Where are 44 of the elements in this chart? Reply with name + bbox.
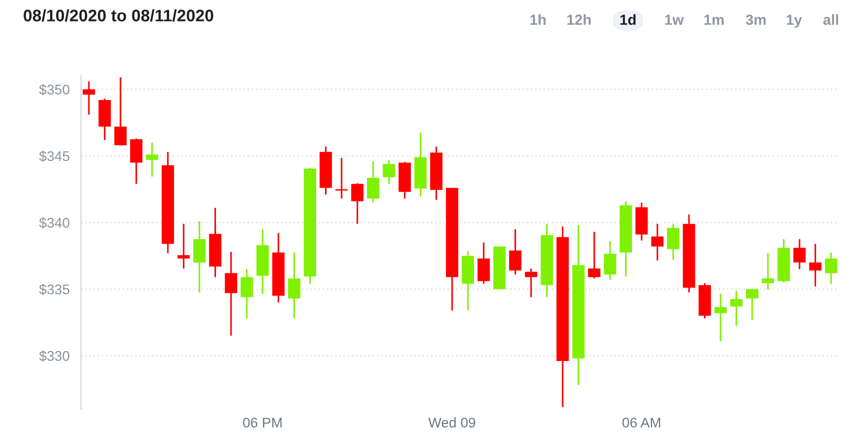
y-tick-label: $345 — [39, 150, 70, 162]
candlestick — [382, 159, 396, 185]
x-tick-label: 06 AM — [622, 418, 660, 428]
candlestick — [588, 231, 600, 280]
candlestick — [762, 252, 774, 291]
y-tick-label: $340 — [39, 217, 70, 229]
candlestick — [335, 157, 348, 200]
text: 3m — [746, 14, 766, 25]
candlestick — [366, 160, 380, 204]
text: 1y — [786, 14, 802, 28]
text: 1h — [530, 14, 546, 25]
text: 12h — [567, 14, 591, 25]
candlestick — [288, 252, 300, 320]
candlestick — [509, 228, 522, 276]
text: 1w — [665, 14, 684, 25]
candlestick — [478, 242, 490, 285]
candlestick — [82, 80, 96, 116]
x-tick-label: Wed 09 — [428, 417, 476, 428]
candlestick — [193, 220, 206, 294]
candlestick — [651, 223, 664, 262]
candlestick — [224, 251, 238, 337]
candlestick — [351, 182, 364, 225]
candlestick — [793, 238, 806, 270]
candlestick — [746, 288, 758, 321]
candlestick — [604, 240, 616, 281]
text: 1m — [704, 14, 724, 25]
candlestick — [177, 223, 190, 270]
candlestick — [130, 138, 142, 185]
candlestick — [114, 76, 127, 146]
chart-title: 08/10/2020 to 08/11/2020 — [24, 9, 214, 22]
text: all — [823, 14, 838, 25]
candlestick — [824, 252, 838, 285]
candlestick — [730, 290, 743, 327]
x-tick-label: 06 PM — [243, 418, 282, 428]
candlestick — [714, 293, 727, 342]
candlestick — [240, 268, 253, 320]
candlestick — [146, 142, 158, 178]
candlestick — [809, 243, 822, 288]
candlestick — [667, 223, 680, 261]
candlestick — [524, 268, 538, 298]
y-tick-label: $330 — [39, 350, 70, 362]
y-tick-label: $335 — [39, 284, 70, 296]
text: 1d — [620, 14, 636, 25]
y-tick-label: $350 — [39, 84, 70, 96]
